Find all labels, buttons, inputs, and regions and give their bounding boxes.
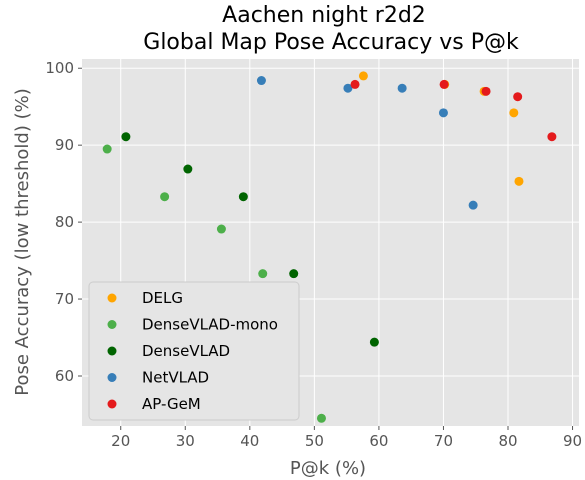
point-densevlad — [289, 269, 299, 279]
point-delg — [358, 71, 368, 81]
chart-title-line-1: Aachen night r2d2 — [222, 3, 426, 28]
point-ap-gem — [547, 132, 557, 142]
legend: DELG DenseVLAD-mono DenseVLAD NetVLAD AP-GeM — [88, 281, 300, 421]
point-netvlad — [397, 83, 407, 93]
point-densevlad — [238, 192, 248, 202]
legend-marker-densevlad-mono — [107, 320, 117, 329]
point-ap-gem — [513, 92, 523, 102]
point-delg — [514, 176, 524, 186]
point-delg — [509, 108, 519, 118]
point-densevlad — [121, 132, 131, 142]
legend-marker-densevlad — [107, 346, 117, 356]
x-tick-label: 70 — [434, 432, 453, 450]
y-tick-label: 70 — [55, 290, 74, 308]
x-tick-label: 90 — [563, 432, 582, 450]
point-densevlad-mono — [258, 269, 268, 279]
legend-label-delg: DELG — [142, 289, 183, 307]
legend-label-densevlad: DenseVLAD — [142, 342, 230, 360]
legend-label-densevlad-mono: DenseVLAD-mono — [142, 316, 278, 334]
legend-box — [88, 281, 300, 421]
legend-marker-netvlad — [107, 373, 117, 382]
point-netvlad — [438, 108, 448, 118]
x-axis-label: P@k (%) — [290, 458, 366, 479]
point-netvlad — [468, 200, 478, 210]
point-densevlad-mono — [102, 144, 112, 154]
y-tick-label: 60 — [55, 367, 74, 385]
y-tick-label: 100 — [45, 59, 74, 77]
y-axis-label: Pose Accuracy (low threshold) (%) — [12, 88, 33, 395]
point-netvlad — [343, 83, 353, 93]
x-tick-label: 20 — [111, 432, 130, 450]
x-tick-label: 40 — [240, 432, 259, 450]
point-ap-gem — [481, 86, 491, 96]
point-densevlad-mono — [316, 413, 326, 423]
x-tick-label: 30 — [176, 432, 195, 450]
y-axis-ticks: 60 70 80 90 100 — [45, 59, 82, 385]
legend-marker-delg — [107, 293, 117, 303]
chart-title-line-2: Global Map Pose Accuracy vs P@k — [143, 30, 519, 55]
legend-label-netvlad: NetVLAD — [142, 369, 209, 387]
point-densevlad-mono — [216, 224, 226, 234]
point-densevlad-mono — [160, 192, 170, 202]
x-axis-ticks: 20 30 40 50 60 70 80 90 — [111, 426, 582, 450]
point-ap-gem — [350, 79, 360, 89]
data-points — [102, 71, 557, 423]
y-tick-label: 80 — [55, 213, 74, 231]
point-netvlad — [256, 76, 266, 86]
legend-label-ap-gem: AP-GeM — [142, 395, 201, 413]
y-tick-label: 90 — [55, 136, 74, 154]
x-tick-label: 60 — [369, 432, 388, 450]
point-ap-gem — [439, 79, 449, 89]
x-tick-label: 50 — [305, 432, 324, 450]
point-densevlad — [369, 337, 379, 347]
legend-marker-ap-gem — [107, 399, 117, 409]
x-tick-label: 80 — [498, 432, 517, 450]
point-densevlad — [183, 164, 193, 174]
